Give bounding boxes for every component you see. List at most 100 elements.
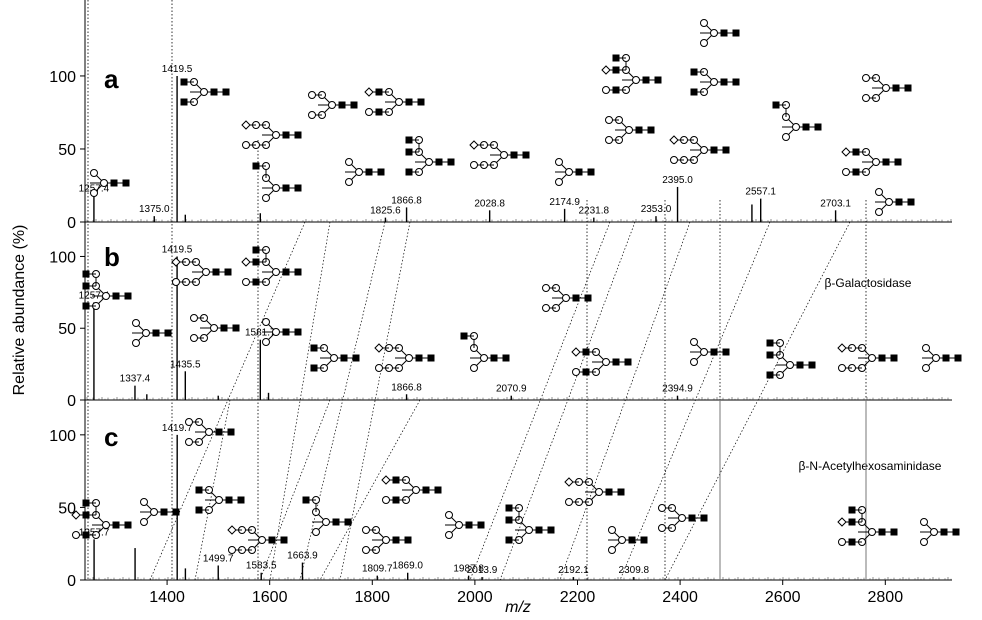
hexose xyxy=(556,179,563,186)
y-tick-label: 100 xyxy=(49,428,76,445)
hexose xyxy=(526,527,533,534)
glycan-icon xyxy=(506,505,555,544)
glcnac xyxy=(506,517,513,524)
hexose xyxy=(101,180,108,187)
panel-label: b xyxy=(104,242,120,272)
glcnac xyxy=(211,89,218,96)
hexose xyxy=(376,365,383,372)
hexose xyxy=(186,439,193,446)
glcnac xyxy=(295,329,302,336)
hexose xyxy=(563,295,570,302)
chart: Relative abundance (%) m/z β-Galactosida… xyxy=(0,0,982,620)
glcnac xyxy=(891,355,898,362)
glycan-icon xyxy=(691,69,740,96)
hexose xyxy=(701,349,708,356)
glcnac xyxy=(895,159,902,166)
hexose xyxy=(566,499,573,506)
hexose xyxy=(191,315,198,322)
hexose xyxy=(701,147,708,154)
glcnac xyxy=(689,515,696,522)
glcnac xyxy=(353,355,360,362)
glycan-icon xyxy=(838,507,898,546)
glcnac xyxy=(111,180,118,187)
glcnac xyxy=(908,199,915,206)
glycan-icon xyxy=(863,75,912,102)
glycan-icon xyxy=(838,344,898,372)
hexose xyxy=(406,355,413,362)
glcnac xyxy=(283,185,290,192)
peak-label: 2394.9 xyxy=(662,384,693,395)
glcnac xyxy=(701,515,708,522)
hexose xyxy=(91,170,98,177)
hexose xyxy=(921,519,928,526)
glcnac xyxy=(366,169,373,176)
glcnac xyxy=(905,85,912,92)
peak-label: 2395.0 xyxy=(662,175,693,186)
hexose xyxy=(923,345,930,352)
hexose xyxy=(793,124,800,131)
glcnac xyxy=(125,293,132,300)
peak-label: 1499.7 xyxy=(203,553,234,564)
sialic xyxy=(172,258,180,266)
hexose xyxy=(273,132,280,139)
glcnac xyxy=(221,325,228,332)
glcnac xyxy=(196,507,203,514)
glcnac xyxy=(943,355,950,362)
hexose xyxy=(886,199,893,206)
hexose xyxy=(543,305,550,312)
glycan-icon xyxy=(132,320,172,347)
glycan-icon xyxy=(606,117,655,144)
glycan-icon xyxy=(670,136,730,164)
glcnac xyxy=(181,79,188,86)
y-tick-label: 50 xyxy=(58,142,76,159)
hexose xyxy=(103,293,110,300)
glcnac xyxy=(641,537,648,544)
peak-label: 2353.0 xyxy=(641,204,672,215)
glycan-icon xyxy=(242,121,302,149)
hexose xyxy=(603,359,610,366)
hexose xyxy=(243,142,250,149)
hexose xyxy=(679,515,686,522)
hexose xyxy=(259,537,266,544)
hexose xyxy=(606,117,613,124)
glcnac xyxy=(691,89,698,96)
glcnac xyxy=(225,269,232,276)
glcnac xyxy=(351,102,358,109)
hexose xyxy=(211,325,218,332)
glcnac xyxy=(283,132,290,139)
glycan-icon xyxy=(242,247,302,286)
glycan-icon xyxy=(445,512,485,539)
hexose xyxy=(543,285,550,292)
hexose xyxy=(263,319,270,326)
glcnac xyxy=(165,330,172,337)
glcnac xyxy=(941,529,948,536)
hexose xyxy=(91,190,98,197)
sialic xyxy=(365,88,373,96)
hexose xyxy=(396,99,403,106)
hexose xyxy=(711,79,718,86)
sialic xyxy=(242,121,250,129)
glcnac xyxy=(733,79,740,86)
glycan-icon xyxy=(406,137,455,176)
peak-label: 2013.9 xyxy=(467,565,498,576)
hexose xyxy=(873,159,880,166)
glycan-icon xyxy=(345,159,385,186)
glcnac xyxy=(797,362,804,369)
panel-label: a xyxy=(104,64,119,94)
glcnac xyxy=(223,89,230,96)
glcnac xyxy=(405,537,412,544)
hexose xyxy=(356,169,363,176)
peak-label: 1809.7 xyxy=(362,564,393,575)
hexose xyxy=(501,152,508,159)
sialic xyxy=(670,136,678,144)
hexose xyxy=(609,527,616,534)
glcnac xyxy=(428,355,435,362)
glycan-icon xyxy=(767,340,816,379)
glcnac xyxy=(333,519,340,526)
hexose xyxy=(366,109,373,116)
sialic xyxy=(382,476,390,484)
glcnac xyxy=(226,497,233,504)
hexose xyxy=(141,519,148,526)
sialic xyxy=(565,478,573,486)
glcnac xyxy=(213,269,220,276)
